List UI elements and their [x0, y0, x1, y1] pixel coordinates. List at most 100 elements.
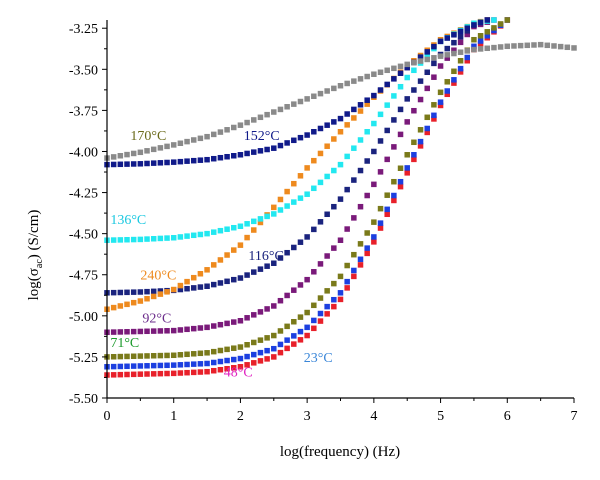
- data-marker: [351, 177, 357, 183]
- data-marker: [324, 143, 330, 149]
- data-marker: [264, 306, 270, 312]
- data-marker: [404, 152, 410, 158]
- data-marker: [117, 353, 124, 360]
- data-marker: [210, 262, 217, 268]
- data-marker: [210, 155, 217, 162]
- y-axis-title-main: log(σ: [26, 268, 42, 300]
- data-marker: [364, 192, 370, 199]
- data-marker: [264, 213, 270, 220]
- data-marker: [277, 341, 284, 348]
- data-marker: [204, 360, 210, 367]
- data-marker: [351, 215, 357, 221]
- data-marker: [417, 96, 424, 103]
- data-marker: [157, 235, 164, 242]
- data-marker: [497, 21, 504, 27]
- data-marker: [144, 148, 150, 154]
- data-marker: [170, 362, 177, 368]
- data-marker: [311, 317, 317, 324]
- data-marker: [264, 146, 270, 153]
- data-marker: [397, 178, 404, 185]
- data-marker: [371, 219, 377, 225]
- data-marker: [411, 59, 417, 66]
- data-marker: [424, 85, 430, 92]
- data-marker: [344, 80, 350, 87]
- data-marker: [204, 368, 210, 375]
- data-marker: [404, 96, 410, 102]
- data-marker: [517, 42, 524, 49]
- data-marker: [391, 93, 397, 99]
- data-markers: [104, 17, 577, 378]
- data-marker: [417, 138, 424, 145]
- data-marker: [204, 267, 210, 273]
- data-marker: [444, 52, 450, 58]
- data-marker: [204, 350, 210, 356]
- data-marker: [337, 129, 344, 135]
- data-marker: [277, 196, 284, 203]
- data-marker: [404, 165, 410, 171]
- data-marker: [431, 43, 437, 50]
- data-marker: [110, 304, 117, 311]
- data-marker: [257, 358, 264, 364]
- data-marker: [431, 102, 437, 108]
- data-marker: [431, 112, 437, 119]
- series-label: 116°C: [248, 249, 283, 264]
- data-marker: [237, 364, 244, 370]
- y-tick-label: -3.50: [69, 63, 98, 78]
- data-marker: [397, 83, 404, 90]
- data-marker: [210, 131, 217, 138]
- data-marker: [297, 282, 304, 288]
- data-marker: [157, 370, 164, 377]
- data-marker: [210, 229, 217, 235]
- data-marker: [444, 35, 450, 41]
- data-marker: [357, 137, 364, 143]
- data-marker: [497, 44, 504, 50]
- data-marker: [291, 244, 297, 251]
- data-marker: [317, 295, 324, 301]
- data-marker: [137, 363, 144, 369]
- data-marker: [224, 357, 230, 364]
- data-marker: [177, 282, 184, 289]
- data-marker: [324, 303, 330, 310]
- data-marker: [357, 167, 364, 174]
- data-marker: [224, 127, 230, 133]
- data-marker: [251, 351, 257, 358]
- data-marker: [571, 45, 577, 51]
- data-marker: [511, 43, 517, 49]
- data-marker: [177, 158, 184, 165]
- data-marker: [391, 178, 397, 185]
- data-marker: [331, 303, 337, 310]
- data-marker: [337, 115, 344, 122]
- data-marker: [110, 329, 117, 335]
- data-marker: [311, 302, 317, 309]
- data-marker: [137, 161, 144, 167]
- data-marker: [157, 328, 164, 334]
- data-marker: [491, 25, 497, 31]
- data-marker: [297, 134, 304, 141]
- data-marker: [150, 371, 157, 377]
- data-marker: [371, 181, 377, 188]
- data-marker: [411, 107, 417, 114]
- data-marker: [471, 22, 477, 28]
- data-marker: [437, 102, 444, 109]
- data-marker: [364, 101, 370, 107]
- data-marker: [337, 273, 344, 280]
- data-marker: [357, 76, 364, 82]
- data-marker: [190, 325, 197, 332]
- data-marker: [384, 127, 390, 134]
- data-marker: [304, 309, 310, 316]
- data-marker: [317, 90, 324, 97]
- data-marker: [231, 153, 237, 159]
- data-marker: [190, 361, 197, 367]
- data-marker: [264, 356, 270, 362]
- data-marker: [377, 69, 384, 76]
- data-marker: [397, 183, 404, 190]
- data-marker: [251, 149, 257, 155]
- data-marker: [457, 58, 464, 64]
- data-marker: [197, 361, 204, 367]
- data-marker: [297, 239, 304, 245]
- data-marker: [291, 137, 297, 144]
- data-marker: [170, 327, 177, 334]
- data-marker: [437, 53, 444, 59]
- data-marker: [224, 346, 230, 353]
